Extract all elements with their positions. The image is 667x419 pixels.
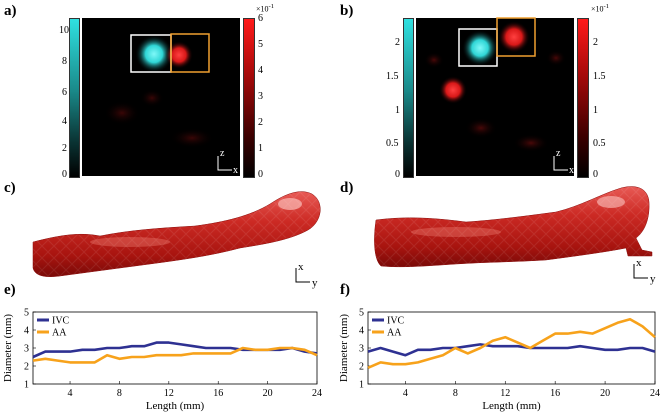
chart-e-xtick-label: 4 [68, 388, 73, 399]
tick-a-right-4: 4 [258, 65, 263, 76]
tick-a-right-1: 1 [258, 143, 263, 154]
axis-indicator-c [295, 268, 310, 283]
chart-f-ytick-label: 5 [359, 308, 364, 319]
tick-a-right-6: 6 [258, 13, 263, 24]
red-hotspot-b [498, 21, 530, 53]
axis-indicator-d [633, 264, 648, 279]
axis-d-y: y [650, 273, 656, 285]
orange-roi-box-b [496, 17, 536, 57]
chart-e-series-aa [32, 346, 318, 364]
axis-a-x: x [233, 165, 238, 176]
chart-f-ytick-label: 1 [359, 380, 364, 391]
tick-b-right-2: 2 [593, 37, 598, 48]
chart-f-legend-label-aa: AA [387, 328, 402, 339]
chart-e-ytick-label: 3 [24, 344, 29, 355]
tick-b-right-0-5: 0.5 [593, 138, 606, 149]
chart-f-xtick-label: 12 [500, 388, 510, 399]
panel-label-d: d) [340, 180, 354, 196]
tick-a-right-2: 2 [258, 117, 263, 128]
orange-roi-box-a [170, 33, 210, 73]
exponent-a: ×10-1 [256, 3, 275, 14]
image-b: z x [416, 17, 574, 176]
chart-f-series-aa [367, 317, 656, 369]
chart-e-xtick-label: 12 [164, 388, 174, 399]
red-hotspot-b2 [439, 76, 467, 104]
chart-e-xtick-label: 16 [213, 388, 223, 399]
axis-c-y: y [312, 277, 318, 289]
red-hotspot-a [165, 41, 193, 69]
chart-f-xtick-label: 24 [650, 388, 660, 399]
chart-e-xtick-label: 8 [117, 388, 122, 399]
chart-f-xtick-label: 20 [600, 388, 610, 399]
axis-b-z: z [556, 148, 561, 159]
chart-e-legend-label-ivc: IVC [52, 316, 70, 327]
axis-a-z: z [220, 148, 225, 159]
panel-label-a: a) [4, 3, 17, 19]
axis-indicator-b [553, 156, 568, 171]
tick-a-left-10: 10 [59, 25, 69, 36]
chart-f-series-ivc [367, 343, 656, 357]
panel-label-c: c) [4, 180, 16, 196]
tick-a-left-6: 6 [62, 87, 67, 98]
axis-c-x: x [298, 261, 304, 273]
chart-e-ylabel: Diameter (mm) [2, 314, 14, 382]
chart-f-xtick-label: 8 [453, 388, 458, 399]
chart-e-ytick-label: 5 [24, 308, 29, 319]
chart-e-ytick-label: 4 [24, 326, 29, 337]
cyan-hotspot-a [135, 35, 173, 73]
tick-a-left-0: 0 [62, 169, 67, 180]
chart-e-legend-label-aa: AA [52, 328, 67, 339]
tick-b-left-1: 1 [395, 105, 400, 116]
tick-a-left-8: 8 [62, 56, 67, 67]
tick-a-right-5: 5 [258, 39, 263, 50]
tick-b-right-0: 0 [593, 169, 598, 180]
chart-e-frame [32, 311, 318, 385]
chart-f-ytick-label: 2 [359, 362, 364, 373]
cyan-colorbar-a [69, 18, 80, 178]
image-a: z x [82, 18, 240, 176]
chart-e-ytick-label: 1 [24, 380, 29, 391]
tick-a-right-3: 3 [258, 91, 263, 102]
exponent-b: ×10-1 [591, 3, 610, 14]
cyan-colorbar-b [403, 18, 414, 178]
cyan-hotspot-b [462, 30, 498, 66]
chart-e-ytick-label: 2 [24, 362, 29, 373]
axis-b-x: x [569, 165, 574, 176]
panel-label-b: b) [340, 3, 354, 19]
tick-b-left-0: 0 [395, 169, 400, 180]
chart-f-frame [367, 311, 656, 385]
tick-b-left-0-5: 0.5 [386, 138, 399, 149]
chart-e-xtick-label: 24 [312, 388, 322, 399]
tick-b-right-1: 1 [593, 105, 598, 116]
chart-f-xtick-label: 4 [403, 388, 408, 399]
tick-b-right-1-5: 1.5 [593, 71, 606, 82]
chart-f-ylabel: Diameter (mm) [338, 314, 350, 382]
tick-b-left-2: 2 [395, 37, 400, 48]
chart-f-xtick-label: 16 [550, 388, 560, 399]
axis-indicator-a [217, 156, 232, 171]
chart-e-xtick-label: 20 [263, 388, 273, 399]
red-colorbar-b [577, 18, 589, 178]
chart-f-legend-label-ivc: IVC [387, 316, 405, 327]
panel-label-e: e) [4, 282, 16, 298]
tick-a-right-0: 0 [258, 169, 263, 180]
chart-f-ytick-label: 3 [359, 344, 364, 355]
tick-a-left-4: 4 [62, 116, 67, 127]
vessel-mesh-c: x y [32, 191, 321, 289]
tick-a-left-2: 2 [62, 143, 67, 154]
red-colorbar-a [243, 18, 255, 178]
panel-label-f: f) [340, 282, 350, 298]
axis-d-x: x [636, 257, 642, 269]
chart-f-ytick-label: 4 [359, 326, 364, 337]
tick-b-left-1-5: 1.5 [386, 71, 399, 82]
chart-e-xlabel: Length (mm) [146, 400, 205, 412]
vessel-mesh-d: x y [374, 186, 656, 285]
chart-f-xlabel: Length (mm) [482, 400, 541, 412]
